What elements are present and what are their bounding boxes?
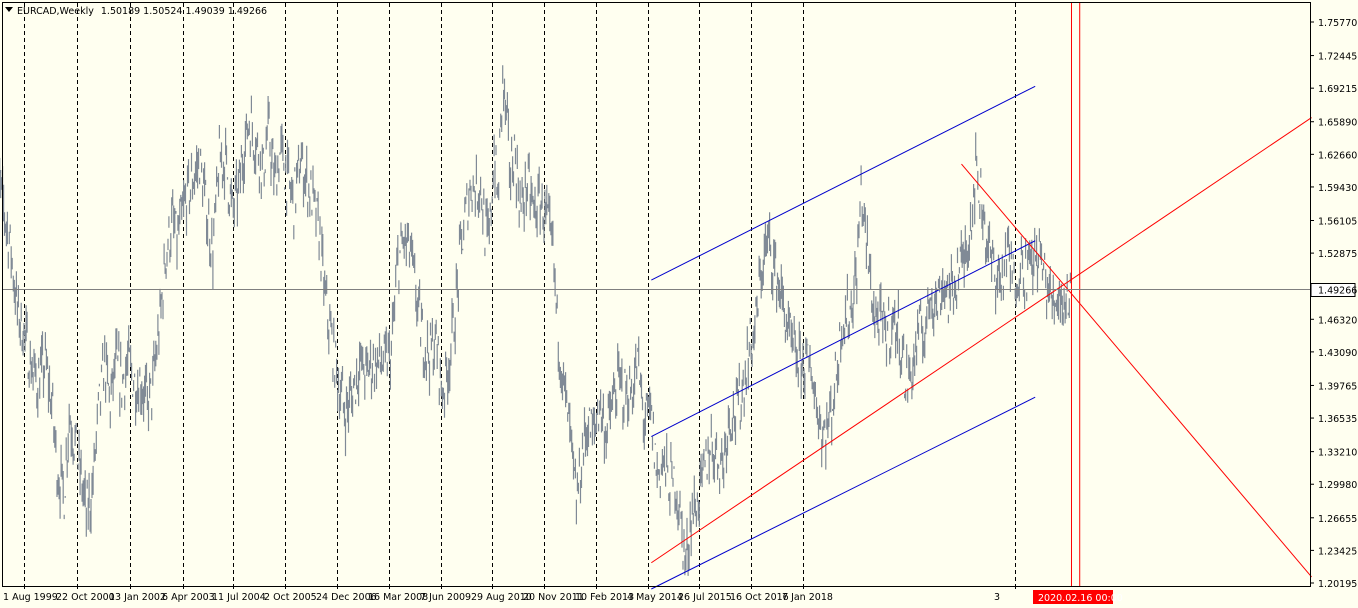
y-tick-label: 1.65890 xyxy=(1318,118,1357,129)
y-tick-label: 1.36535 xyxy=(1318,414,1357,425)
y-tick-label: 1.69215 xyxy=(1318,84,1357,95)
x-tick-label: 4 May 2014 xyxy=(627,592,683,603)
x-tick-label: 20 Nov 2011 xyxy=(523,592,584,603)
x-tick-label: 24 Dec 2006 xyxy=(316,592,377,603)
x-tick-label: 13 Jan 2002 xyxy=(109,592,166,603)
triangle-down-icon[interactable] xyxy=(5,7,13,12)
channel-upper-blue[interactable] xyxy=(651,85,1036,281)
y-tick-label: 1.75770 xyxy=(1318,18,1357,29)
x-tick-label: 16 Oct 2016 xyxy=(730,592,789,603)
x-tick-label: 7 Jun 2009 xyxy=(420,592,471,603)
trend-drawings[interactable] xyxy=(651,3,1312,590)
y-tick-label: 1.56105 xyxy=(1318,217,1357,228)
channel-lower-blue[interactable] xyxy=(651,396,1036,590)
y-tick-label: 1.20195 xyxy=(1318,579,1357,590)
trend-down-red[interactable] xyxy=(961,163,1312,578)
x-tick-label: 16 Mar 2008 xyxy=(368,592,428,603)
price-axis: 1.75770 1.72445 1.69215 1.65890 1.62660 1.594… xyxy=(1310,18,1357,590)
y-tick-label: 1.33210 xyxy=(1318,448,1357,459)
x-tick-label: 6 Apr 2003 xyxy=(162,592,215,603)
y-tick-label: 1.59430 xyxy=(1318,183,1357,194)
x-tick-label: 1 Aug 1999 xyxy=(3,592,58,603)
x-tick-label: 22 Oct 2000 xyxy=(56,592,115,603)
y-tick-label: 1.39765 xyxy=(1318,381,1357,392)
current-price-label: 1.49266 xyxy=(1318,286,1357,297)
y-tick-label: 1.43090 xyxy=(1318,348,1357,359)
x-tick-label: 29 Aug 2010 xyxy=(471,592,532,603)
current-time-badge: 2020.02.16 00:00 xyxy=(1033,590,1123,604)
current-time-label: 2020.02.16 00:00 xyxy=(1038,593,1123,604)
x-tick-label: 2 Oct 2005 xyxy=(264,592,317,603)
y-tick-label: 1.46320 xyxy=(1318,315,1357,326)
price-bars xyxy=(0,65,1071,576)
x-tick-label: 3 xyxy=(994,592,1000,603)
vertical-grid xyxy=(24,3,1016,586)
legend-symbol: EURCAD,Weekly 1.50189 1.50524 1.49039 1.… xyxy=(17,6,267,17)
x-tick-label: 26 Jul 2015 xyxy=(678,592,732,603)
y-tick-label: 1.26655 xyxy=(1318,514,1357,525)
trend-up-red[interactable] xyxy=(651,117,1312,564)
y-tick-label: 1.29980 xyxy=(1318,480,1357,491)
price-series xyxy=(0,65,1071,576)
legend: EURCAD,Weekly 1.50189 1.50524 1.49039 1.… xyxy=(5,6,267,17)
x-tick-label: 10 Feb 2013 xyxy=(575,592,634,603)
y-tick-label: 1.23425 xyxy=(1318,546,1357,557)
channel-middle-blue[interactable] xyxy=(651,240,1036,438)
y-tick-label: 1.62660 xyxy=(1318,150,1357,161)
y-tick-label: 1.72445 xyxy=(1318,52,1357,63)
y-tick-label: 1.52875 xyxy=(1318,249,1357,260)
current-price-badge: 1.49266 xyxy=(1310,283,1357,297)
x-tick-label: 7 Jan 2018 xyxy=(782,592,833,603)
x-tick-label: 11 Jul 2004 xyxy=(212,592,266,603)
